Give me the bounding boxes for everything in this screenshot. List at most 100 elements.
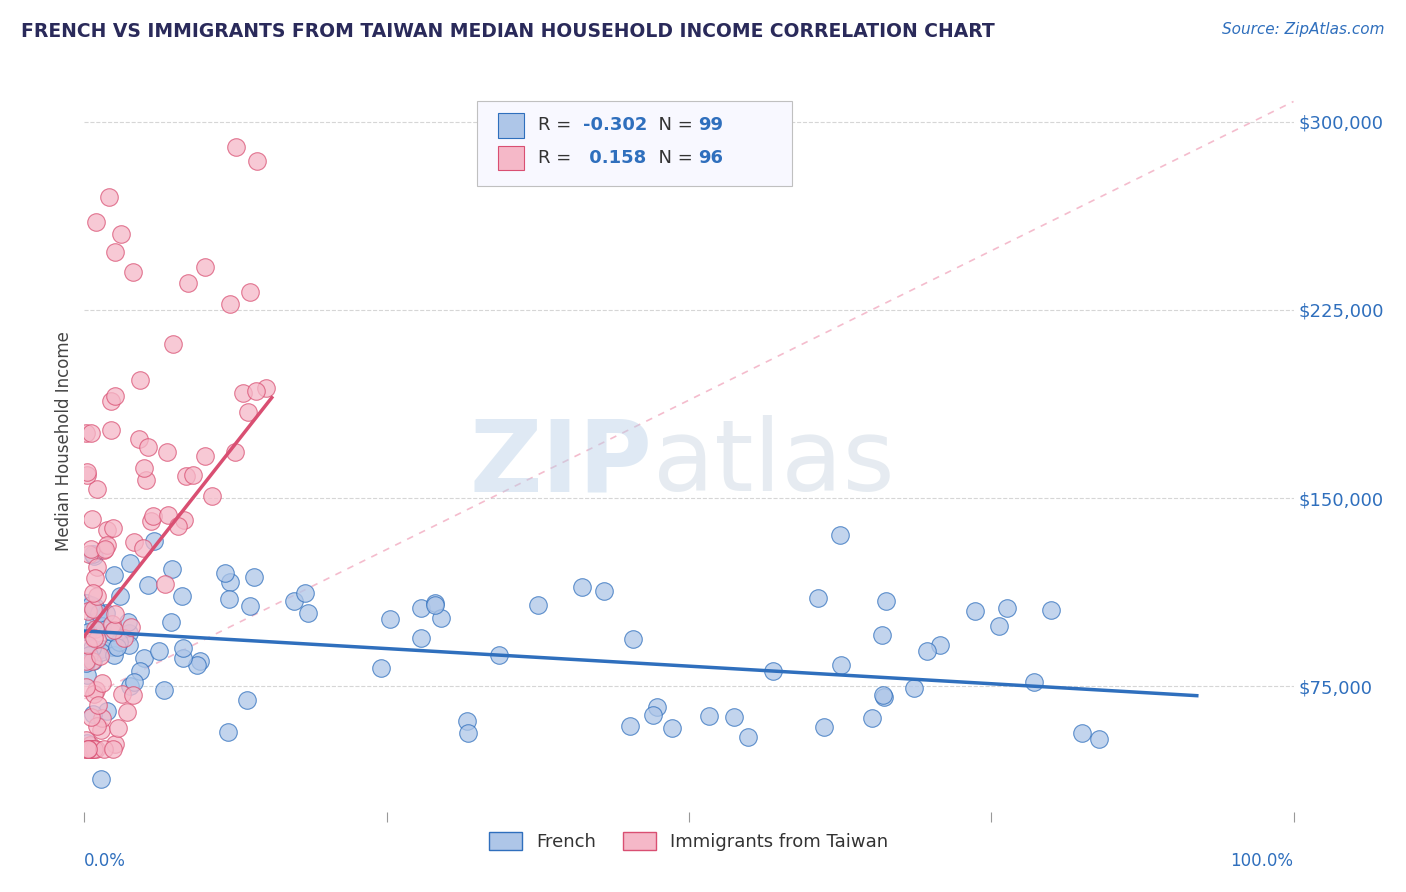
- Point: [193, 449, 215, 463]
- Point: [218, 297, 240, 311]
- Point: [86, 215, 108, 229]
- Point: [283, 593, 305, 607]
- Point: [167, 519, 190, 533]
- Point: [103, 742, 125, 756]
- Point: [97, 190, 120, 204]
- Point: [142, 533, 165, 548]
- Point: [83, 549, 105, 563]
- Point: [136, 578, 159, 592]
- Point: [170, 589, 193, 603]
- Point: [122, 674, 145, 689]
- Point: [83, 686, 105, 700]
- Y-axis label: Median Household Income: Median Household Income: [55, 332, 73, 551]
- Point: [294, 586, 316, 600]
- Point: [86, 589, 108, 603]
- Point: [84, 571, 107, 585]
- Point: [132, 541, 155, 555]
- Text: 0.158: 0.158: [582, 149, 645, 167]
- Point: [80, 512, 103, 526]
- Legend: French, Immigrants from Taiwan: French, Immigrants from Taiwan: [482, 824, 896, 858]
- Point: [100, 393, 122, 408]
- Point: [107, 640, 129, 655]
- Point: [232, 386, 254, 401]
- Point: [239, 599, 262, 614]
- Point: [134, 473, 156, 487]
- Point: [101, 521, 124, 535]
- Point: [697, 709, 720, 723]
- Point: [762, 665, 785, 679]
- Point: [238, 285, 260, 300]
- Point: [83, 742, 105, 756]
- Point: [128, 432, 150, 446]
- Point: [103, 648, 125, 662]
- Point: [218, 591, 240, 606]
- Point: [224, 445, 246, 459]
- Point: [987, 619, 1010, 633]
- Point: [915, 644, 938, 658]
- Point: [79, 648, 101, 663]
- Point: [90, 711, 112, 725]
- Point: [142, 508, 165, 523]
- Point: [807, 591, 830, 606]
- Point: [86, 683, 108, 698]
- Point: [875, 594, 897, 608]
- Point: [75, 596, 97, 610]
- Point: [132, 461, 155, 475]
- Point: [621, 632, 644, 647]
- Point: [411, 601, 433, 615]
- Bar: [498, 145, 524, 170]
- Point: [138, 441, 160, 455]
- Point: [80, 709, 103, 723]
- Point: [94, 541, 117, 556]
- Point: [82, 547, 104, 561]
- Point: [155, 445, 177, 459]
- Point: [201, 489, 224, 503]
- Point: [526, 599, 548, 613]
- Point: [159, 615, 181, 629]
- Point: [104, 245, 127, 260]
- Point: [76, 466, 98, 480]
- Point: [84, 599, 107, 614]
- Point: [80, 640, 103, 655]
- Point: [76, 742, 98, 756]
- Point: [93, 742, 115, 756]
- Point: [122, 535, 145, 549]
- Point: [101, 625, 124, 640]
- Point: [93, 543, 115, 558]
- Point: [456, 714, 478, 728]
- Point: [162, 562, 184, 576]
- Point: [84, 607, 107, 622]
- Point: [1088, 731, 1111, 746]
- Text: FRENCH VS IMMIGRANTS FROM TAIWAN MEDIAN HOUSEHOLD INCOME CORRELATION CHART: FRENCH VS IMMIGRANTS FROM TAIWAN MEDIAN …: [21, 22, 995, 41]
- Point: [76, 742, 98, 756]
- Point: [190, 654, 212, 668]
- Text: 96: 96: [699, 149, 724, 167]
- Point: [89, 649, 111, 664]
- Point: [82, 654, 104, 668]
- Point: [830, 658, 852, 673]
- Point: [1070, 726, 1092, 740]
- Point: [86, 482, 108, 496]
- Text: 100.0%: 100.0%: [1230, 853, 1294, 871]
- Point: [162, 336, 184, 351]
- Point: [100, 640, 122, 654]
- Point: [488, 648, 510, 662]
- Point: [120, 620, 142, 634]
- Point: [139, 514, 162, 528]
- Text: R =: R =: [538, 117, 576, 135]
- Point: [80, 426, 103, 441]
- Point: [111, 687, 134, 701]
- Point: [90, 619, 112, 633]
- Point: [1040, 602, 1063, 616]
- Point: [80, 654, 103, 668]
- Point: [183, 467, 205, 482]
- Point: [370, 661, 392, 675]
- Point: [122, 688, 145, 702]
- Point: [76, 467, 98, 482]
- Point: [82, 586, 104, 600]
- Point: [457, 726, 479, 740]
- Point: [84, 622, 107, 636]
- Point: [79, 598, 101, 612]
- Point: [995, 600, 1018, 615]
- Text: 0.0%: 0.0%: [84, 853, 127, 871]
